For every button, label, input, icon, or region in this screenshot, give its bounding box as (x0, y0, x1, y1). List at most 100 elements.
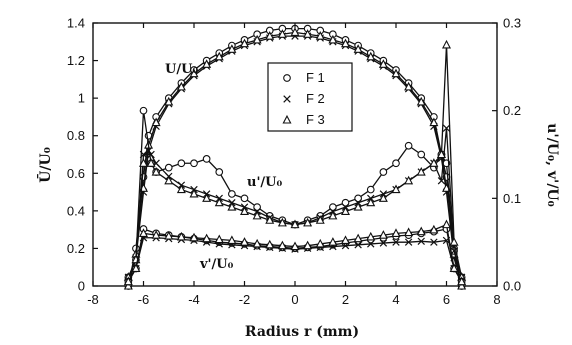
data-point (277, 240, 287, 250)
annotation-mean-velocity: U/U₀ (165, 62, 198, 77)
data-point (430, 238, 438, 246)
data-point (328, 237, 338, 246)
data-point (131, 263, 141, 273)
data-point (303, 29, 313, 38)
data-point (164, 175, 174, 185)
x-tick-label: -4 (188, 292, 200, 307)
legend: F 1 F 2 F 3 (267, 62, 353, 132)
data-point (429, 117, 439, 127)
data-point (378, 59, 388, 68)
y-right-tick-label: 0.1 (503, 191, 521, 206)
series-f1-3 (124, 106, 466, 282)
data-point (252, 238, 262, 248)
x-tick-label: 6 (443, 292, 450, 307)
data-point (404, 238, 413, 246)
data-point (391, 184, 401, 194)
y-left-tick-label: 0.2 (67, 241, 85, 256)
data-point (227, 202, 237, 211)
data-point (303, 240, 313, 250)
data-point (437, 177, 446, 185)
data-point (290, 241, 300, 251)
data-point (441, 219, 452, 229)
data-point (354, 241, 362, 249)
data-point (202, 59, 212, 68)
data-point (138, 228, 149, 237)
legend-label-f2: F 2 (306, 91, 325, 106)
data-point (329, 203, 337, 211)
data-point (328, 210, 338, 220)
data-point (190, 159, 198, 168)
y-left-tick-label: 1 (78, 91, 85, 106)
data-point (138, 158, 149, 167)
legend-box (267, 62, 353, 132)
data-point (441, 39, 452, 49)
annotation-radial-fluctuation: v'/U₀ (199, 257, 234, 272)
data-point (340, 38, 351, 48)
data-point (151, 166, 161, 176)
data-point (147, 150, 155, 159)
data-point (436, 149, 446, 159)
data-point (252, 210, 262, 220)
data-point (392, 238, 400, 246)
data-point (265, 239, 275, 249)
data-point (303, 217, 313, 227)
data-point (315, 215, 325, 224)
data-point (265, 215, 275, 224)
data-point (123, 276, 133, 286)
data-point (417, 150, 426, 159)
data-point (214, 51, 224, 61)
data-point (176, 81, 186, 91)
y-left-tick-label: 0.6 (67, 166, 85, 181)
data-point (290, 27, 300, 36)
y-left-axis-title: Ū/U₀ (35, 147, 54, 183)
data-point (378, 230, 388, 239)
x-axis-title: Radius r (mm) (245, 324, 359, 340)
data-point (164, 230, 174, 240)
data-point (367, 240, 375, 248)
data-point (164, 163, 173, 172)
data-point (189, 68, 199, 78)
legend-marker-triangle (282, 114, 292, 124)
data-point (404, 141, 413, 150)
series-f3-5 (123, 39, 467, 281)
data-point (123, 280, 133, 290)
data-point (252, 34, 262, 44)
data-point (429, 158, 439, 167)
data-point (416, 166, 426, 176)
data-point (214, 234, 224, 244)
data-point (139, 106, 148, 115)
data-point (417, 237, 425, 246)
legend-marker-x (283, 95, 291, 103)
data-point (164, 96, 174, 106)
data-point (379, 168, 388, 176)
data-point (176, 184, 186, 194)
data-point (404, 175, 414, 185)
data-point (392, 159, 400, 168)
data-point (176, 231, 186, 241)
data-point (391, 68, 401, 78)
y-left-tick-label: 0.8 (67, 128, 85, 143)
data-point (449, 263, 459, 273)
data-point (177, 159, 186, 168)
data-point (151, 117, 161, 127)
data-point (227, 44, 237, 53)
data-point (340, 206, 351, 216)
data-point (214, 197, 224, 207)
data-point (366, 51, 376, 61)
legend-label-f3: F 3 (306, 112, 325, 127)
series-f1-6 (124, 225, 466, 286)
x-tick-label: 0 (291, 292, 298, 307)
data-point (202, 193, 212, 202)
data-point (189, 232, 199, 242)
data-point (265, 31, 275, 40)
data-point (366, 197, 376, 207)
data-point (328, 34, 338, 44)
data-point (341, 198, 350, 207)
y-right-tick-label: 0.2 (503, 103, 521, 118)
legend-marker-circle (283, 74, 291, 82)
series-f3-8 (123, 219, 467, 286)
data-point (239, 38, 250, 48)
data-point (189, 188, 199, 198)
data-point (340, 235, 351, 244)
